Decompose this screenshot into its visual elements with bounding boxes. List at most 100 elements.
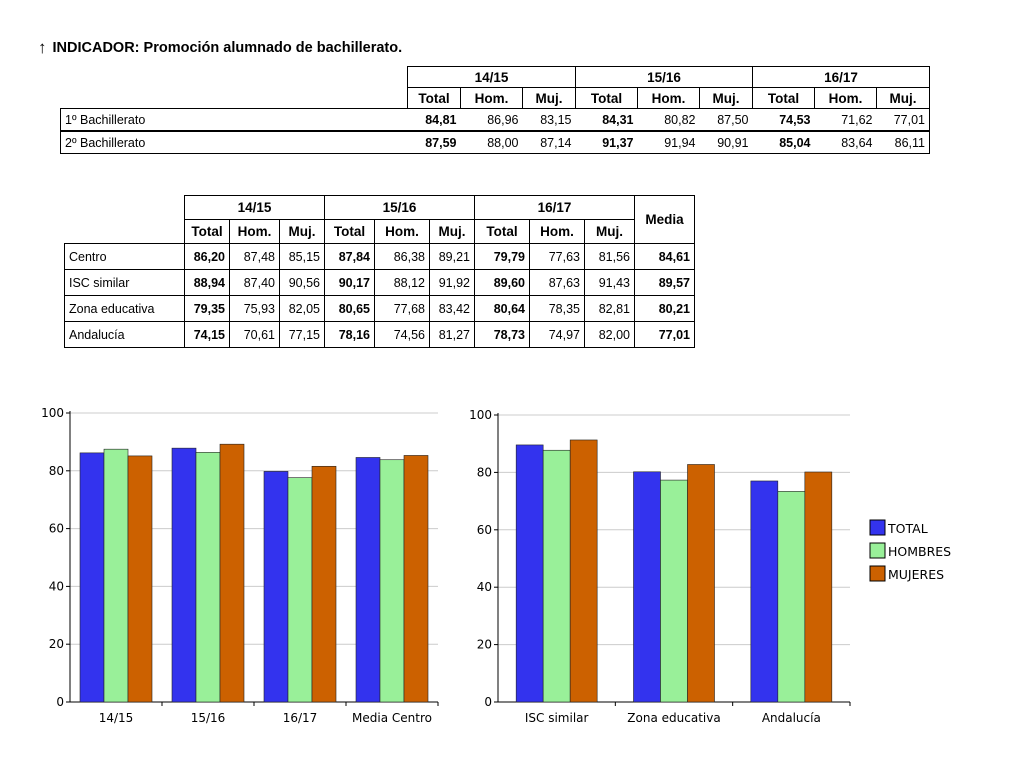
media-value: 84,61	[634, 243, 695, 270]
bar-mujeres	[403, 455, 429, 703]
cell-value: 89,21	[429, 243, 475, 270]
cell-value: 82,81	[584, 295, 635, 322]
subheader-hombres: Hom.	[637, 87, 700, 109]
legend-swatch-mujeres	[869, 565, 886, 582]
bar-chart-centro: 0 20 40 60 80 100 14/15 15/16 16/17 Media Centro	[41, 406, 439, 725]
bar-mujeres	[569, 439, 598, 703]
subheader-mujeres: Muj.	[279, 219, 325, 244]
row-label: Andalucía	[64, 321, 185, 348]
cell-value: 91,92	[429, 269, 475, 296]
cell-value: 77,63	[529, 243, 585, 270]
cell-value: 87,50	[699, 108, 753, 132]
cell-value: 85,15	[279, 243, 325, 270]
table-row: Andalucía 74,15 70,61 77,15 78,16 74,56 …	[64, 321, 695, 348]
bachillerato-table: 14/15 15/16 16/17 Total Hom. Muj. Total …	[60, 66, 930, 154]
cell-value: 91,94	[637, 130, 700, 154]
bar-total	[750, 480, 779, 703]
cell-value: 90,91	[699, 130, 753, 154]
table-row: Zona educativa 79,35 75,93 82,05 80,65 7…	[64, 295, 695, 322]
cell-value: 86,20	[184, 243, 230, 270]
year-header: 15/16	[575, 66, 753, 88]
row-label: 2º Bachillerato	[60, 130, 408, 154]
x-tick-label: Media Centro	[352, 711, 432, 725]
x-tick-label: Zona educativa	[627, 711, 720, 725]
subheader-hombres: Hom.	[460, 87, 523, 109]
cell-value: 90,56	[279, 269, 325, 296]
bar-mujeres	[311, 465, 337, 703]
subheader-total: Total	[575, 87, 638, 109]
cell-value: 74,56	[374, 321, 430, 348]
bar-hombres	[287, 477, 313, 703]
y-tick-label: 60	[49, 522, 64, 536]
bar-chart-comparativa: 0 20 40 60 80 100 ISC similar Zona educativa And…	[470, 408, 851, 725]
y-tick-label: 80	[477, 465, 492, 479]
cell-value: 87,63	[529, 269, 585, 296]
cell-value: 78,16	[324, 321, 375, 348]
y-tick-label: 100	[470, 408, 492, 422]
bar-hombres	[777, 491, 806, 703]
y-tick-label: 80	[49, 464, 64, 478]
cell-value: 70,61	[229, 321, 280, 348]
year-header: 16/17	[752, 66, 930, 88]
cell-value: 84,31	[575, 108, 638, 132]
subheader-hombres: Hom.	[529, 219, 585, 244]
media-header: Media	[634, 195, 695, 244]
bar-total	[263, 471, 289, 703]
x-tick-label: 15/16	[191, 711, 226, 725]
subheader-total: Total	[752, 87, 815, 109]
cell-value: 82,00	[584, 321, 635, 348]
cell-value: 87,40	[229, 269, 280, 296]
cell-value: 74,53	[752, 108, 815, 132]
cell-value: 80,64	[474, 295, 530, 322]
legend-swatch-hombres	[869, 542, 886, 559]
y-tick-label: 100	[41, 406, 64, 420]
cell-value: 88,94	[184, 269, 230, 296]
chart-legend: TOTAL HOMBRES MUJERES	[869, 519, 951, 582]
bar-mujeres	[127, 455, 153, 703]
cell-value: 86,11	[876, 130, 930, 154]
bar-hombres	[379, 459, 405, 703]
page-title-text: INDICADOR: Promoción alumnado de bachill…	[52, 40, 403, 56]
y-tick-label: 60	[477, 523, 492, 537]
subheader-hombres: Hom.	[814, 87, 877, 109]
cell-value: 77,01	[876, 108, 930, 132]
cell-value: 88,00	[460, 130, 523, 154]
header-empty	[65, 220, 185, 244]
header-empty	[65, 196, 185, 220]
subheader-total: Total	[324, 219, 375, 244]
x-tick-label: 16/17	[283, 711, 318, 725]
year-header: 14/15	[184, 195, 325, 220]
cell-value: 85,04	[752, 130, 815, 154]
cell-value: 74,15	[184, 321, 230, 348]
media-value: 89,57	[634, 269, 695, 296]
comparison-table: 14/15 15/16 16/17 Media Total Hom. Muj. …	[64, 195, 695, 348]
subheader-hombres: Hom.	[229, 219, 280, 244]
x-tick-label: ISC similar	[525, 711, 589, 725]
cell-value: 87,59	[407, 130, 461, 154]
x-tick-label: Andalucía	[762, 711, 821, 725]
year-header: 14/15	[407, 66, 576, 88]
up-arrow-icon: ↑	[38, 38, 47, 57]
bar-hombres	[542, 449, 571, 703]
subheader-hombres: Hom.	[374, 219, 430, 244]
media-value: 80,21	[634, 295, 695, 322]
y-tick-label: 40	[49, 579, 64, 593]
y-tick-label: 0	[484, 695, 492, 709]
table-row: 2º Bachillerato 87,59 88,00 87,14 91,37 …	[60, 130, 930, 154]
legend-label: TOTAL	[887, 521, 928, 536]
bar-hombres	[195, 452, 221, 703]
subheader-total: Total	[184, 219, 230, 244]
legend-swatch-total	[869, 519, 886, 536]
cell-value: 91,37	[575, 130, 638, 154]
subheader-mujeres: Muj.	[584, 219, 635, 244]
cell-value: 74,97	[529, 321, 585, 348]
cell-value: 89,60	[474, 269, 530, 296]
table-row: ISC similar 88,94 87,40 90,56 90,17 88,1…	[64, 269, 695, 296]
cell-value: 71,62	[814, 108, 877, 132]
subheader-mujeres: Muj.	[522, 87, 576, 109]
header-empty	[61, 88, 408, 109]
y-tick-label: 20	[477, 638, 492, 652]
cell-value: 88,12	[374, 269, 430, 296]
bar-mujeres	[804, 471, 833, 703]
row-label: ISC similar	[64, 269, 185, 296]
